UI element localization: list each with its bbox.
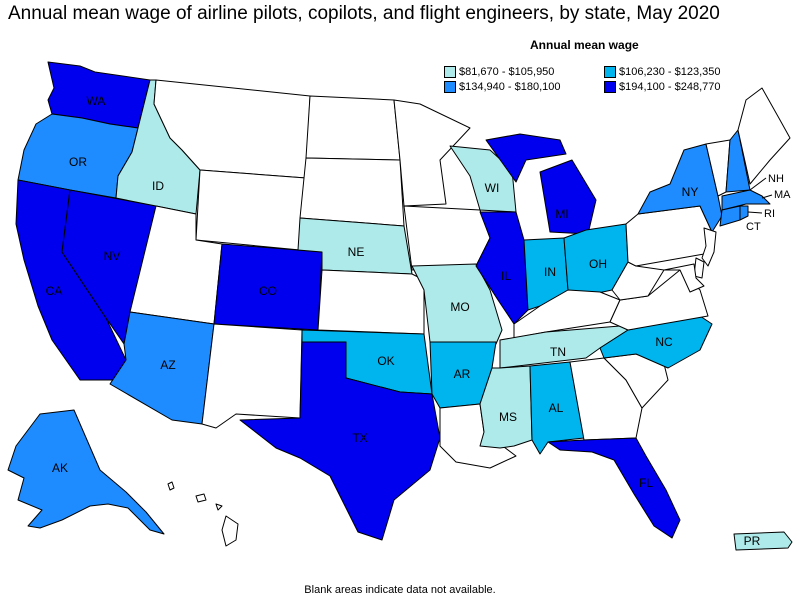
state-MD[interactable] [663, 263, 705, 293]
legend-label: $81,670 - $105,950 [459, 66, 555, 79]
state-TX[interactable] [239, 341, 441, 541]
state-label-NY: NY [682, 185, 699, 199]
state-HI[interactable] [167, 481, 239, 547]
state-label-MS: MS [499, 410, 517, 424]
state-WY[interactable] [195, 169, 307, 251]
state-label-WI: WI [485, 181, 500, 195]
state-label-WA: WA [87, 94, 106, 108]
state-KS[interactable] [317, 269, 425, 335]
state-SD[interactable] [299, 157, 405, 227]
state-label-MI: MI [555, 207, 568, 221]
legend-item-tier-2: $106,230 - $123,350 [604, 66, 721, 80]
state-label-AK: AK [52, 461, 68, 475]
state-label-NE: NE [348, 245, 365, 259]
state-NM[interactable] [201, 323, 303, 429]
leader-line-MA [761, 194, 773, 199]
state-label-CA: CA [46, 284, 63, 298]
state-MI[interactable] [485, 133, 597, 235]
state-label-IN: IN [544, 265, 556, 279]
state-NJ[interactable] [701, 227, 717, 267]
state-label-CO: CO [259, 284, 277, 298]
state-label-OH: OH [589, 257, 607, 271]
state-label-MO: MO [450, 300, 469, 314]
state-ME[interactable] [737, 87, 791, 185]
state-MN[interactable] [393, 99, 471, 207]
state-ND[interactable] [305, 95, 401, 161]
state-label-RI: RI [764, 208, 775, 220]
state-label-NV: NV [104, 249, 121, 263]
legend-label: $134,940 - $180,100 [459, 81, 561, 94]
state-RI[interactable] [739, 205, 749, 221]
legend-swatch [604, 66, 616, 79]
state-label-TX: TX [352, 431, 367, 445]
legend-item-tier-1: $81,670 - $105,950 [444, 66, 554, 80]
legend-swatch [444, 81, 456, 94]
footnote: Blank areas indicate data not available. [304, 584, 496, 596]
state-label-OR: OR [69, 155, 87, 169]
state-label-AZ: AZ [160, 358, 175, 372]
state-FL[interactable] [547, 437, 681, 539]
state-IA[interactable] [403, 205, 491, 271]
state-AK[interactable] [7, 409, 165, 535]
state-label-OK: OK [377, 354, 394, 368]
state-label-AR: AR [454, 367, 471, 381]
leader-line-NH [749, 177, 767, 191]
state-label-PR: PR [744, 534, 761, 548]
leader-line-RI [747, 211, 763, 214]
state-PR[interactable] [733, 531, 793, 551]
legend-swatch [444, 66, 456, 79]
state-NC[interactable] [599, 315, 713, 369]
state-label-FL: FL [639, 476, 653, 490]
state-label-MA: MA [774, 189, 791, 201]
state-label-CT: CT [746, 221, 761, 233]
legend-item-tier-4: $194,100 - $248,770 [604, 81, 721, 95]
state-label-NH: NH [768, 173, 784, 185]
state-label-AL: AL [549, 401, 564, 415]
state-label-TN: TN [550, 345, 566, 359]
legend-title: Annual mean wage [530, 38, 639, 52]
legend-item-tier-3: $134,940 - $180,100 [444, 81, 561, 95]
state-label-IL: IL [501, 269, 511, 283]
legend-label: $106,230 - $123,350 [619, 66, 721, 79]
state-PA[interactable] [625, 205, 713, 267]
state-label-NC: NC [655, 335, 673, 349]
legend-label: $194,100 - $248,770 [619, 81, 721, 94]
state-label-ID: ID [152, 179, 164, 193]
legend-swatch [604, 81, 616, 94]
map-title: Annual mean wage of airline pilots, copi… [8, 3, 720, 24]
